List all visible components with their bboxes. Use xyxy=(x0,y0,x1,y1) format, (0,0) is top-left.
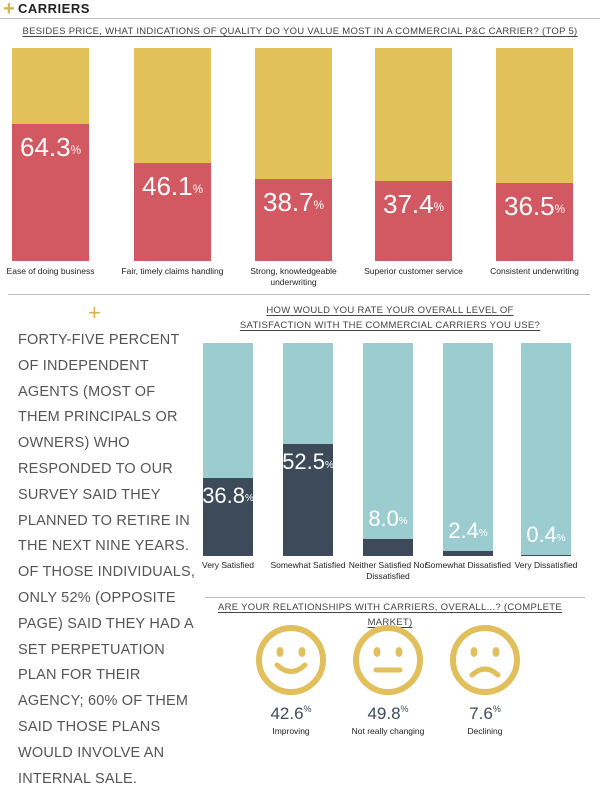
chart1-bar xyxy=(496,183,573,261)
chart1-bar xyxy=(12,124,89,261)
chart3-category-label: Not really changing xyxy=(351,726,425,736)
chart1-category-label: Ease of doing business xyxy=(6,266,95,276)
section-divider-2 xyxy=(205,597,585,598)
chart2-value-label: 2.4% xyxy=(448,517,488,543)
chart1-value-label: 37.4% xyxy=(382,189,444,220)
chart3-category-label: Declining xyxy=(467,726,503,736)
chart2-bar xyxy=(203,477,253,556)
chart2-bar xyxy=(283,444,333,556)
chart1-bar xyxy=(255,178,332,261)
chart2-value-label: 36.8% xyxy=(202,482,254,508)
chart1-bar xyxy=(134,162,211,261)
chart3-value-label: 42.6% xyxy=(270,704,312,723)
frown-face-icon xyxy=(450,625,520,695)
chart2-bar-track xyxy=(363,343,413,556)
section-title: CARRIERS xyxy=(18,1,90,16)
chart3-value-label: 49.8% xyxy=(367,704,409,723)
neutral-face-icon xyxy=(353,625,423,695)
chart1-category-label: Fair, timely claims handling xyxy=(121,266,224,276)
chart2-bar xyxy=(521,555,571,557)
chart2-category-label: Somewhat Dissatisfied xyxy=(425,560,511,570)
chart1-title: BESIDES PRICE, WHAT INDICATIONS OF QUALI… xyxy=(22,26,578,37)
chart3-title: ARE YOUR RELATIONSHIPS WITH CARRIERS, OV… xyxy=(217,602,563,628)
chart1-value-label: 36.5% xyxy=(503,191,565,222)
chart2-value-label: 0.4% xyxy=(526,522,566,548)
sidebar-plus-icon: + xyxy=(88,300,101,325)
chart2-bar xyxy=(363,538,413,556)
chart1-category-label: Strong, knowledgeable underwriting xyxy=(250,266,337,287)
chart1-value-label: 38.7% xyxy=(262,186,324,217)
chart2-bar-track xyxy=(443,343,493,556)
chart3-value-label: 7.6% xyxy=(469,704,501,723)
header-divider xyxy=(0,18,600,19)
section-divider xyxy=(8,294,590,295)
chart3-category-label: Improving xyxy=(272,726,310,736)
chart2-bar-track xyxy=(521,343,571,556)
chart1-category-label: Superior customer service xyxy=(364,266,463,276)
chart2-value-label: 8.0% xyxy=(368,505,408,531)
sidebar-quote: FORTY-FIVE PERCENT OF INDEPENDENT AGENTS… xyxy=(18,332,196,787)
smile-face-icon xyxy=(256,625,326,695)
chart2-title-line2: SATISFACTION WITH THE COMMERCIAL CARRIER… xyxy=(239,320,541,331)
header-plus-icon: + xyxy=(3,0,15,20)
chart1-value-label: 64.3% xyxy=(19,132,81,163)
chart2-category-label: Neither Satisfied Nor Dissatisfied xyxy=(348,560,428,581)
chart1-bar xyxy=(375,181,452,261)
chart1-category-label: Consistent underwriting xyxy=(490,266,579,276)
chart2-category-label: Very Dissatisfied xyxy=(514,560,578,570)
chart2-bar xyxy=(443,550,493,556)
chart2-category-label: Somewhat Satisfied xyxy=(270,560,346,570)
chart2-category-label: Very Satisfied xyxy=(202,560,254,570)
chart2-value-label: 52.5% xyxy=(282,449,334,475)
chart2-title-line1: HOW WOULD YOU RATE YOUR OVERALL LEVEL OF xyxy=(266,305,514,316)
chart1-value-label: 46.1% xyxy=(141,170,203,201)
